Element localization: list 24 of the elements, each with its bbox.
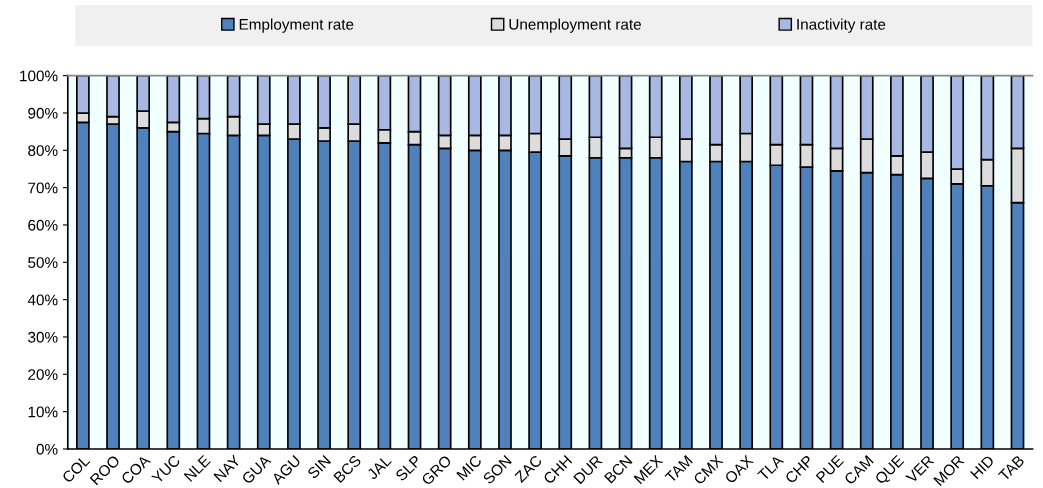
y-tick-label: 70% bbox=[28, 182, 58, 194]
y-tick-label: 50% bbox=[28, 257, 58, 268]
legend-label: Unemployment rate bbox=[509, 18, 641, 33]
x-tick-label: VER bbox=[905, 454, 935, 484]
legend-label: Inactivity rate bbox=[797, 18, 886, 33]
y-tick-label: 10% bbox=[28, 406, 58, 418]
x-tick-label: HID bbox=[970, 454, 995, 480]
y-tick-label: 40% bbox=[27, 294, 58, 306]
legend-label: Employment rate bbox=[239, 18, 354, 33]
y-tick-label: 90% bbox=[28, 107, 58, 119]
y-tick-label: 20% bbox=[28, 369, 58, 380]
x-tick-label: SIN bbox=[306, 454, 332, 480]
x-tick-label: TLA bbox=[757, 454, 785, 482]
y-tick-label: 0% bbox=[36, 443, 58, 455]
x-tick-label: MIC bbox=[456, 454, 483, 481]
y-tick-label: 30% bbox=[28, 331, 58, 343]
y-tick-label: 60% bbox=[28, 219, 58, 231]
x-tick-label: COL bbox=[61, 454, 91, 484]
x-tick-label: TAB bbox=[997, 454, 1025, 482]
x-tick-label: SLP bbox=[394, 454, 422, 482]
y-tick-label: 80% bbox=[28, 145, 58, 156]
x-tick-label: JAL bbox=[366, 454, 392, 481]
y-tick-label: 100% bbox=[20, 70, 58, 82]
x-tick-label: YUC bbox=[151, 454, 181, 485]
